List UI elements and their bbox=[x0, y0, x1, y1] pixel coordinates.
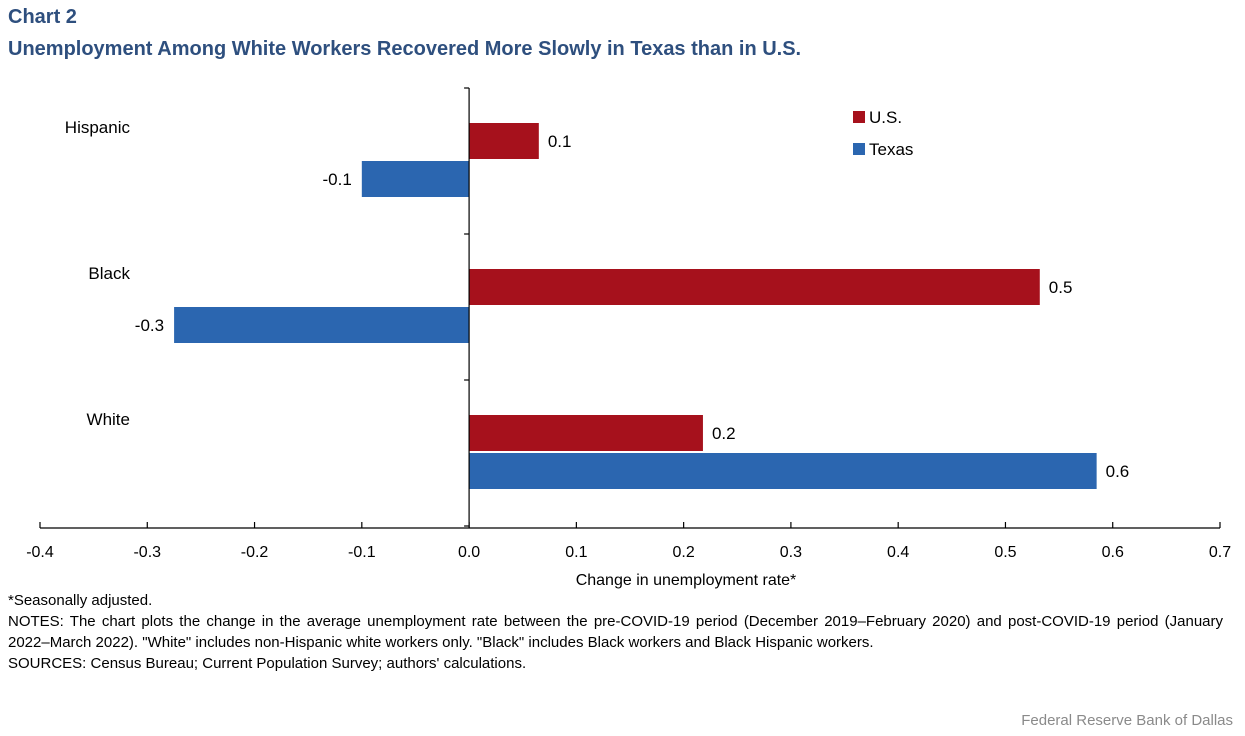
x-tick-label: 0.3 bbox=[780, 544, 802, 561]
legend-label-texas: Texas bbox=[869, 140, 913, 159]
x-tick-label: 0.2 bbox=[673, 544, 695, 561]
x-tick-label: -0.2 bbox=[241, 544, 269, 561]
chart-title: Unemployment Among White Workers Recover… bbox=[8, 38, 802, 60]
data-label: 0.5 bbox=[1049, 278, 1073, 297]
x-tick-label: -0.3 bbox=[133, 544, 161, 561]
bar-chart: 0.1 -0.1 0.5 -0.3 0.2 0.6 -0.4 -0.3 -0.2 -0.1 0.0… bbox=[26, 87, 1231, 589]
bar-hispanic-texas bbox=[361, 161, 470, 197]
legend-swatch-texas bbox=[853, 143, 865, 155]
x-tick-label: 0.4 bbox=[887, 544, 909, 561]
bar-white-us bbox=[469, 415, 703, 451]
data-label: 0.1 bbox=[548, 132, 572, 151]
footnote: *Seasonally adjusted. bbox=[8, 592, 153, 609]
category-label-white: White bbox=[87, 410, 130, 429]
bar-black-texas bbox=[174, 307, 470, 343]
notes-block: *Seasonally adjusted. NOTES: The chart p… bbox=[8, 590, 1223, 674]
legend-label-us: U.S. bbox=[869, 108, 902, 127]
x-tick-label: -0.4 bbox=[26, 544, 54, 561]
x-tick-label: 0.5 bbox=[994, 544, 1016, 561]
x-tick-label: 0.7 bbox=[1209, 544, 1231, 561]
chart-number: Chart 2 bbox=[8, 6, 77, 28]
category-label-hispanic: Hispanic bbox=[65, 118, 131, 137]
x-tick-label: 0.1 bbox=[565, 544, 587, 561]
bar-white-texas bbox=[469, 453, 1097, 489]
x-tick-label: 0.0 bbox=[458, 544, 480, 561]
category-label-black: Black bbox=[88, 264, 130, 283]
bar-hispanic-us bbox=[469, 123, 539, 159]
x-tick-label: -0.1 bbox=[348, 544, 376, 561]
data-label: -0.1 bbox=[323, 170, 352, 189]
sources-text: SOURCES: Census Bureau; Current Populati… bbox=[8, 655, 527, 672]
legend-swatch-us bbox=[853, 111, 865, 123]
data-label: 0.6 bbox=[1106, 462, 1130, 481]
x-tick-label: 0.6 bbox=[1102, 544, 1124, 561]
x-axis-label: Change in unemployment rate* bbox=[576, 572, 797, 589]
bar-black-us bbox=[469, 269, 1040, 305]
data-label: 0.2 bbox=[712, 424, 736, 443]
notes-text: NOTES: The chart plots the change in the… bbox=[8, 613, 1223, 651]
source-credit: Federal Reserve Bank of Dallas bbox=[1021, 712, 1233, 729]
data-label: -0.3 bbox=[135, 316, 164, 335]
